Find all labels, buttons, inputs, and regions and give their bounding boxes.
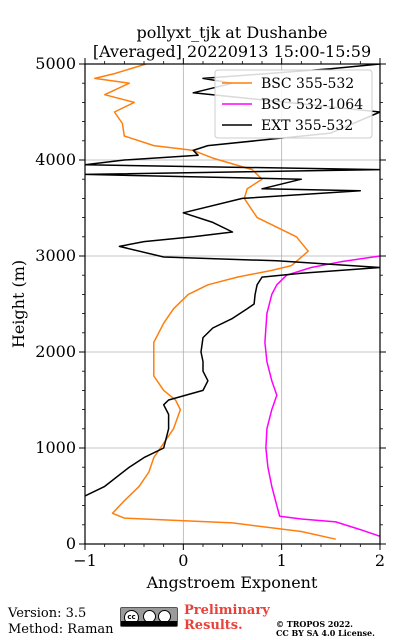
preliminary-line2: Results. xyxy=(184,618,243,633)
method-text: Method: Raman xyxy=(8,622,114,637)
series-line xyxy=(94,64,336,540)
version-text: Version: 3.5 xyxy=(8,606,87,621)
preliminary-line1: Preliminary xyxy=(184,603,270,618)
series-line xyxy=(85,64,380,497)
y-axis-label: Height (m) xyxy=(9,260,28,348)
preliminary-notice: Preliminary Results. xyxy=(184,603,270,633)
plot-frame xyxy=(84,63,381,545)
series-layer xyxy=(85,64,380,540)
legend-box xyxy=(214,69,373,139)
cc-license-badge: cc xyxy=(120,607,178,627)
legend-label: BSC 355-532 xyxy=(261,76,354,92)
footer-info: Version: 3.5 Method: Raman xyxy=(8,606,114,638)
copyright-notice: © TROPOS 2022. CC BY SA 4.0 License. xyxy=(276,620,375,638)
copyright-line2: CC BY SA 4.0 License. xyxy=(276,628,375,638)
x-tick-label: 2 xyxy=(375,551,385,570)
y-tick-label: 4000 xyxy=(35,150,76,169)
x-tick-label: 1 xyxy=(277,551,287,570)
x-tick-label: 0 xyxy=(178,551,188,570)
x-tick-label: −1 xyxy=(73,551,97,570)
y-tick-label: 0 xyxy=(66,534,76,553)
legend-label: BSC 532-1064 xyxy=(261,97,363,113)
y-tick-label: 5000 xyxy=(35,54,76,73)
y-tick-label: 2000 xyxy=(35,342,76,361)
copyright-line1: © TROPOS 2022. xyxy=(276,619,353,629)
chart-title-line1: pollyxt_tjk at Dushanbe xyxy=(136,23,327,42)
badge-strip xyxy=(121,621,177,626)
legend: BSC 355-532 BSC 532-1064 EXT 355-532 xyxy=(214,69,373,139)
legend-label: EXT 355-532 xyxy=(261,118,353,134)
series-line xyxy=(264,255,380,538)
y-tick-label: 1000 xyxy=(35,438,76,457)
x-axis-label: Angstroem Exponent xyxy=(146,573,318,592)
chart-title-line2: [Averaged] 20220913 15:00-15:59 xyxy=(93,42,371,61)
y-tick-label: 3000 xyxy=(35,246,76,265)
